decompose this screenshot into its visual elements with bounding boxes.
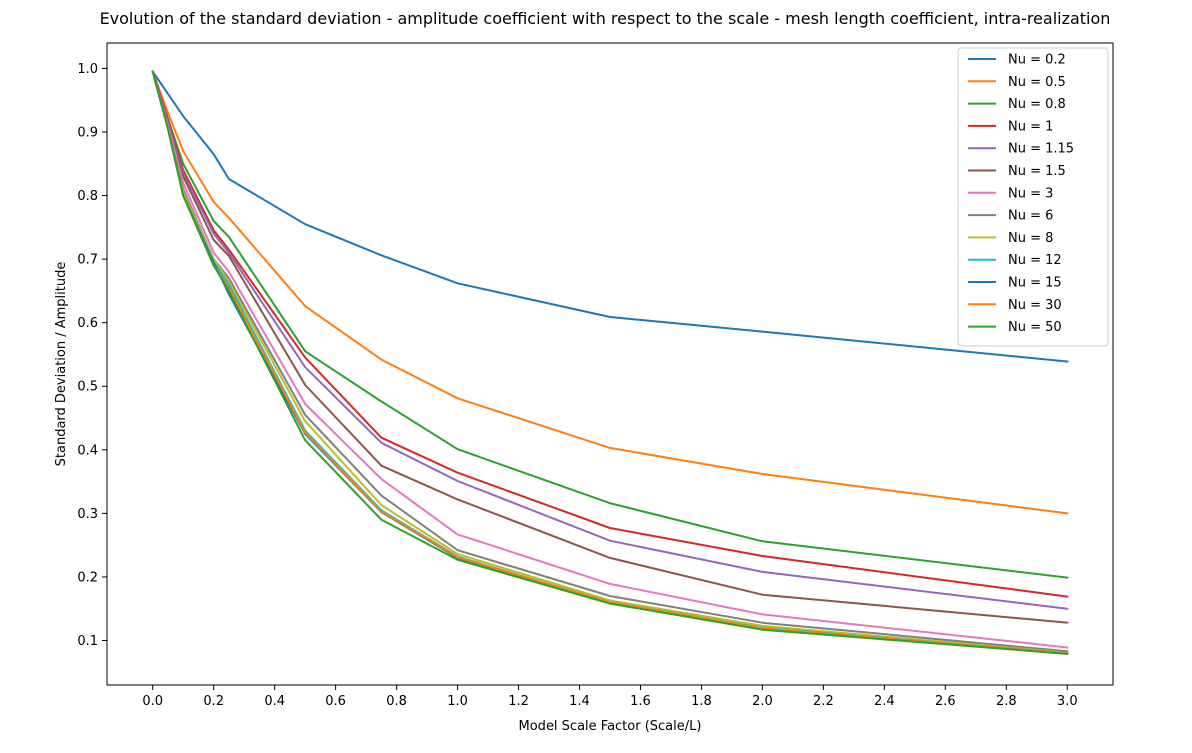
- legend-label: Nu = 6: [1008, 209, 1053, 224]
- legend-label: Nu = 15: [1008, 276, 1062, 291]
- x-tick-label: 0.8: [386, 694, 407, 709]
- legend-label: Nu = 1: [1008, 119, 1053, 134]
- y-tick-label: 0.2: [77, 570, 98, 585]
- y-tick-label: 0.3: [77, 507, 98, 522]
- x-tick-label: 0.0: [142, 694, 163, 709]
- series-layer: [151, 70, 1069, 655]
- chart-title: Evolution of the standard deviation - am…: [100, 9, 1111, 28]
- x-tick-label: 0.6: [325, 694, 346, 709]
- y-tick-label: 1.0: [77, 62, 98, 77]
- legend-frame: [957, 47, 1109, 347]
- y-axis-label: Standard Deviation / Amplitude: [54, 262, 69, 467]
- y-tick-label: 0.1: [77, 634, 98, 649]
- x-tick-label: 1.0: [447, 694, 468, 709]
- y-tick-label: 0.8: [77, 189, 98, 204]
- plot-frame: [106, 42, 1114, 686]
- series-line-6: [151, 70, 1069, 624]
- series-line-10: [151, 70, 1069, 655]
- legend-label: Nu = 0.5: [1008, 75, 1066, 90]
- x-tick-label: 0.4: [264, 694, 285, 709]
- x-tick-label: 1.4: [569, 694, 590, 709]
- y-tick-label: 0.9: [77, 125, 98, 140]
- x-tick-label: 2.2: [813, 694, 834, 709]
- legend-label: Nu = 12: [1008, 253, 1062, 268]
- series-line-9: [151, 70, 1069, 654]
- series-line-3: [151, 70, 1069, 579]
- legend-label: Nu = 3: [1008, 186, 1053, 201]
- series-line-8: [151, 70, 1069, 653]
- series-line-7: [151, 70, 1069, 649]
- series-line-11: [151, 70, 1069, 655]
- legend-label: Nu = 1.5: [1008, 164, 1066, 179]
- series-line-4: [151, 70, 1069, 598]
- x-tick-label: 3.0: [1057, 694, 1078, 709]
- y-axis: 0.1 0.2 0.3 0.4 0.5 0.6 0.7 0.8 0.9 1.0: [77, 62, 107, 649]
- y-tick-label: 0.5: [77, 380, 98, 395]
- legend-label: Nu = 1.15: [1008, 142, 1074, 157]
- series-line-12: [151, 70, 1069, 655]
- series-line-1: [151, 70, 1069, 363]
- x-tick-label: 1.2: [508, 694, 529, 709]
- x-tick-label: 0.2: [203, 694, 224, 709]
- x-tick-label: 2.4: [874, 694, 895, 709]
- y-tick-label: 0.4: [77, 443, 98, 458]
- legend-label: Nu = 8: [1008, 231, 1053, 246]
- x-tick-label: 2.8: [996, 694, 1017, 709]
- series-line-13: [151, 70, 1069, 655]
- legend-label: Nu = 30: [1008, 298, 1062, 313]
- legend-label: Nu = 0.8: [1008, 97, 1066, 112]
- x-tick-label: 1.6: [630, 694, 651, 709]
- x-tick-label: 2.0: [752, 694, 773, 709]
- series-line-2: [151, 70, 1069, 515]
- x-axis-label: Model Scale Factor (Scale/L): [519, 719, 702, 734]
- y-tick-label: 0.6: [77, 316, 98, 331]
- x-axis: 0.0 0.2 0.4 0.6 0.8 1.0 1.2 1.4 1.6 1.8 2.0 2.2 2.4 2…: [142, 685, 1078, 709]
- y-tick-label: 0.7: [77, 253, 98, 268]
- x-tick-label: 2.6: [935, 694, 956, 709]
- x-tick-label: 1.8: [691, 694, 712, 709]
- legend-label: Nu = 50: [1008, 320, 1062, 335]
- legend: Nu = 0.2 Nu = 0.5 Nu = 0.8 Nu = 1 Nu = 1.15 N…: [957, 47, 1109, 347]
- legend-label: Nu = 0.2: [1008, 53, 1066, 68]
